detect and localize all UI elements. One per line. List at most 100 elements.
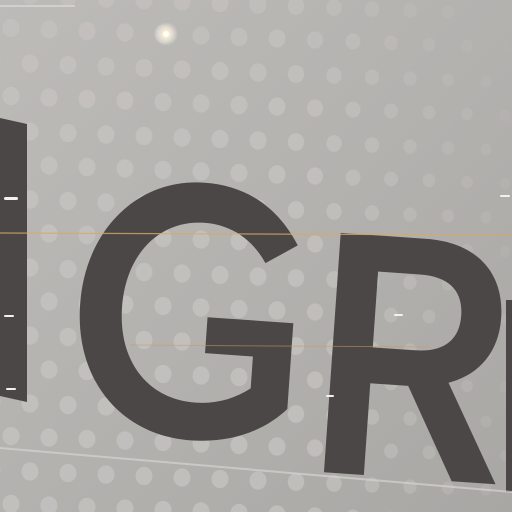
frosted-dot: [192, 94, 210, 113]
frosted-dot: [230, 367, 248, 387]
frosted-dot: [135, 262, 153, 282]
frosted-dot: [21, 462, 39, 481]
frosted-dot: [230, 163, 248, 183]
frosted-dot: [480, 415, 492, 428]
frosted-dot: [249, 471, 267, 490]
frosted-dot: [154, 500, 172, 512]
frosted-dot: [192, 298, 210, 317]
frosted-dot: [287, 201, 305, 219]
frosted-dot: [135, 126, 153, 146]
frosted-dot: [480, 211, 492, 224]
frosted-dot: [403, 411, 417, 426]
frosted-dot: [326, 0, 342, 16]
frosted-dot: [78, 225, 96, 245]
frosted-dot: [135, 0, 153, 10]
frosted-dot: [230, 299, 248, 319]
frosted-dot: [268, 97, 286, 116]
frosted-dot: [307, 99, 323, 117]
frosted-dot: [97, 57, 115, 76]
frosted-dot: [403, 275, 417, 290]
frosted-dot: [287, 0, 305, 15]
frosted-dot: [97, 125, 115, 144]
glass-edge-line: [0, 447, 512, 493]
frosted-dot: [78, 157, 96, 177]
frosted-dot: [59, 259, 77, 279]
partial-letter-right: [506, 300, 512, 492]
frosted-dot: [403, 207, 417, 222]
frosted-dot: [40, 156, 58, 175]
frosted-dot: [0, 466, 1, 474]
frosted-dot: [78, 21, 96, 41]
frosted-dot: [441, 209, 455, 223]
frosted-dot: [307, 235, 323, 253]
frosted-dot: [499, 245, 511, 258]
frosted-dot: [287, 405, 305, 423]
frosted-dot: [2, 426, 20, 446]
frosted-dot: [441, 73, 455, 87]
frosted-dot: [345, 169, 361, 186]
frosted-dot: [97, 0, 115, 8]
frosted-dot: [78, 89, 96, 109]
frosted-dot: [40, 428, 58, 447]
frosted-dot: [154, 364, 172, 384]
frosted-dot: [249, 63, 267, 82]
frosted-dot: [249, 0, 267, 14]
frosted-dot: [59, 191, 77, 211]
frosted-dot: [326, 67, 342, 84]
frosted-dot: [116, 91, 134, 110]
frosted-dot: [154, 432, 172, 452]
frosted-dot: [2, 86, 20, 106]
frosted-dot: [480, 143, 492, 156]
frosted-dot: [384, 103, 398, 119]
frosted-dot: [364, 137, 380, 153]
frosted-dot: [441, 141, 455, 155]
frosted-dot: [154, 296, 172, 316]
frosted-dot: [78, 497, 96, 512]
frosted-dot: [364, 1, 380, 17]
frosted-dot: [422, 37, 436, 52]
glass-sparkles: [4, 195, 510, 397]
frosted-dot: [307, 303, 323, 321]
frosted-dot: [230, 27, 248, 47]
frosted-dot: [326, 475, 342, 492]
frosted-dot: [192, 366, 210, 385]
frosted-dot: [326, 135, 342, 152]
frosted-dot: [403, 139, 417, 154]
frosted-dot: [0, 58, 1, 66]
frosted-dot: [345, 101, 361, 118]
frosted-dot: [441, 481, 455, 495]
sign-letter-g: [79, 182, 298, 441]
frosted-dot: [499, 109, 511, 122]
frosted-dot: [59, 123, 77, 143]
frosted-dot: [59, 463, 77, 483]
light-glint-core: [163, 31, 169, 37]
sign-letter-r: [323, 232, 502, 485]
frosted-dot: [422, 173, 436, 188]
frosted-dot: [173, 60, 191, 79]
frosted-dot: [173, 468, 191, 487]
frosted-dot: [116, 159, 134, 178]
frosted-dot: [249, 267, 267, 286]
frosted-dot: [40, 360, 58, 379]
frosted-dot: [211, 265, 229, 285]
frosted-dot: [173, 128, 191, 147]
frosted-dot: [116, 431, 134, 450]
frosted-dot: [347, 509, 359, 512]
frosted-dot: [59, 55, 77, 75]
frosted-dot: [268, 437, 286, 456]
frosted-dot: [364, 69, 380, 85]
frosted-dot: [192, 26, 210, 45]
frosted-dot: [499, 41, 511, 54]
frosted-dot: [249, 131, 267, 150]
frosted-dot: [287, 473, 305, 491]
reflection-line: [129, 344, 431, 348]
frosted-dot: [211, 0, 229, 13]
frosted-dot: [384, 307, 398, 323]
frosted-dot: [40, 20, 58, 39]
frosted-dot: [441, 5, 455, 19]
frosted-dot: [422, 105, 436, 120]
frosted-dot: [97, 465, 115, 484]
frosted-dot: [307, 31, 323, 49]
